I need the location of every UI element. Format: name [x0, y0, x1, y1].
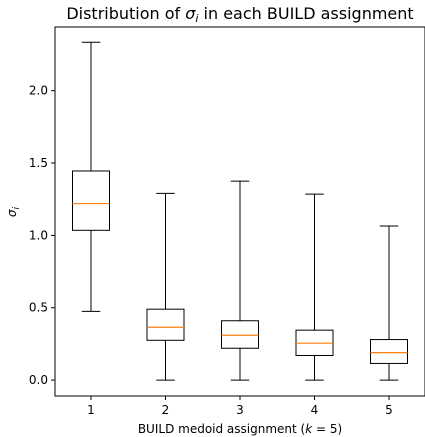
x-tick-label: 5 [385, 403, 393, 417]
iqr-box [370, 339, 408, 364]
x-tick-label: 4 [311, 403, 319, 417]
x-axis: 1 2 3 4 5 [87, 396, 393, 417]
box-group-3 [221, 180, 259, 381]
box-group-2 [146, 192, 185, 381]
plot-area [72, 41, 408, 381]
box-group-1 [72, 41, 110, 312]
y-tick-label: 2.0 [29, 84, 48, 98]
plot-frame [54, 26, 425, 397]
y-axis: 0.0 0.5 1.0 1.5 2.0 [29, 84, 55, 387]
iqr-box [221, 320, 259, 349]
iqr-box [146, 308, 185, 341]
y-axis-label: σi [5, 206, 22, 217]
y-tick-label: 0.0 [29, 373, 48, 387]
box-group-5 [370, 225, 408, 381]
box-group-4 [295, 193, 334, 381]
y-tick-label: 0.5 [29, 301, 48, 315]
y-tick-label: 1.0 [29, 228, 48, 242]
y-tick-label: 1.5 [29, 156, 48, 170]
x-tick-label: 3 [236, 403, 244, 417]
x-tick-label: 1 [87, 403, 95, 417]
iqr-box [72, 170, 110, 231]
x-tick-label: 2 [162, 403, 170, 417]
chart-title: Distribution of σi in each BUILD assignm… [66, 4, 413, 25]
x-axis-label: BUILD medoid assignment (k = 5) [138, 422, 342, 436]
